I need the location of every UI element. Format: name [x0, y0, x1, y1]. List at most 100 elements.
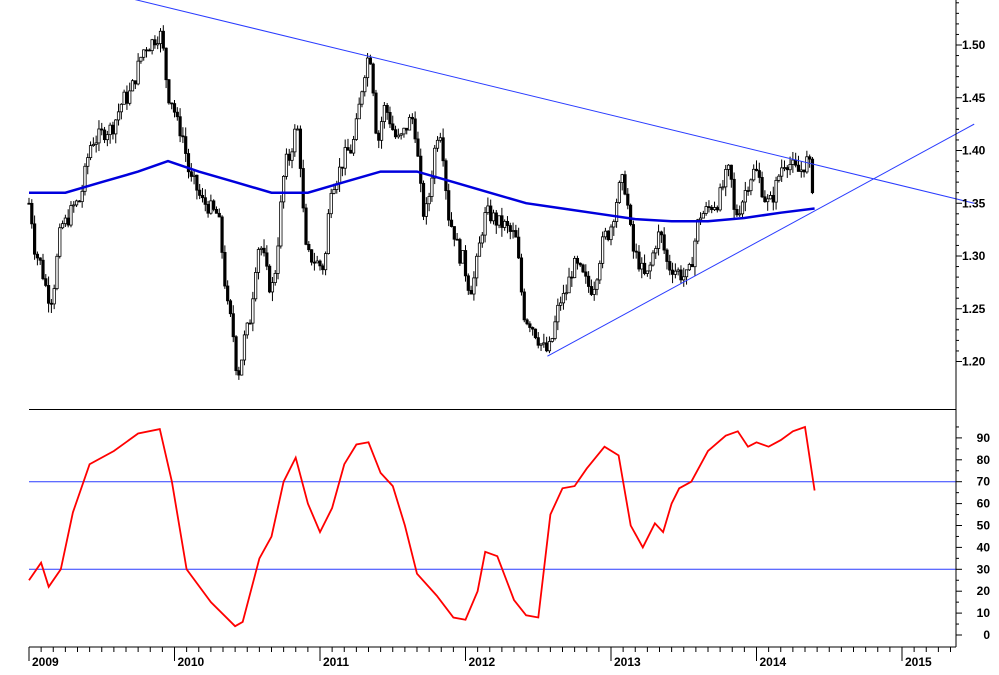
- candle-body: [41, 259, 45, 280]
- oscillator-tick-label: 10: [977, 606, 991, 620]
- candle-body: [791, 159, 795, 165]
- candle-body: [620, 174, 624, 183]
- oscillator-axis: 0 10 20 30 40 50 60 70 80 90: [956, 426, 991, 642]
- candle-body: [393, 129, 398, 138]
- candle-body: [777, 175, 781, 181]
- price-tick-label: 1.25: [962, 302, 986, 316]
- candle-body: [433, 147, 437, 179]
- candle-body: [240, 359, 244, 376]
- candle-body: [573, 257, 577, 279]
- candle-body: [186, 153, 191, 173]
- candle-body: [377, 132, 381, 141]
- candle-body: [648, 264, 652, 272]
- candle-body: [553, 321, 557, 339]
- candle-body: [704, 206, 708, 214]
- candle-body: [119, 103, 123, 113]
- candle-body: [170, 102, 174, 105]
- candle-body: [189, 171, 193, 177]
- candle-body: [49, 302, 53, 305]
- candle-body: [46, 285, 51, 304]
- candle-body: [754, 168, 759, 171]
- candle-body: [262, 247, 266, 254]
- candle-body: [220, 216, 224, 253]
- candle-body: [645, 270, 649, 274]
- candle-body: [726, 164, 731, 170]
- candle-body: [601, 236, 605, 264]
- year-tick-label: 2009: [32, 655, 59, 669]
- candle-body: [136, 60, 140, 85]
- candle-body: [318, 260, 322, 267]
- candle-body: [156, 43, 160, 46]
- candle-body: [662, 234, 666, 251]
- candle-body: [273, 273, 277, 283]
- candle-body: [214, 209, 219, 214]
- candle-body: [679, 269, 683, 281]
- candle-body: [200, 194, 205, 199]
- oscillator-reference-lines: [29, 481, 956, 570]
- candle-body: [307, 243, 311, 251]
- candle-body: [209, 200, 213, 214]
- candle-body: [785, 167, 789, 171]
- price-tick-label: 1.20: [962, 355, 986, 369]
- candle-body: [637, 251, 641, 270]
- candle-body: [738, 213, 742, 216]
- candle-body: [312, 261, 317, 264]
- candle-body: [276, 245, 280, 274]
- candle-body: [321, 265, 325, 271]
- candle-body: [561, 293, 566, 304]
- candle-body: [128, 90, 132, 104]
- candle-body: [60, 223, 65, 229]
- candle-body: [466, 275, 470, 291]
- candle-body: [497, 215, 501, 226]
- candle-body: [192, 174, 196, 177]
- candle-body: [298, 128, 303, 169]
- candle-body: [757, 170, 761, 178]
- candle-body: [251, 298, 255, 324]
- candle-body: [83, 165, 87, 192]
- candle-body: [35, 253, 39, 259]
- candle-body: [805, 156, 809, 173]
- candle-body: [74, 200, 79, 206]
- trendline-1: [134, 0, 975, 204]
- candle-body: [743, 190, 747, 203]
- candle-body: [525, 319, 529, 325]
- candle-body: [463, 250, 468, 277]
- candle-body: [668, 261, 672, 271]
- candle-body: [242, 334, 247, 361]
- candle-body: [587, 275, 591, 287]
- candle-body: [693, 240, 697, 268]
- candle-body: [707, 206, 711, 208]
- oscillator-tick-label: 0: [983, 628, 990, 642]
- candle-body: [749, 179, 753, 192]
- candle-body: [710, 206, 714, 211]
- candle-body: [413, 118, 417, 140]
- candle-body: [69, 205, 73, 226]
- candle-body: [396, 134, 400, 138]
- candle-body: [763, 196, 767, 203]
- candle-body: [427, 196, 431, 205]
- candle-body: [614, 202, 619, 222]
- candle-body: [715, 207, 719, 211]
- candle-body: [175, 111, 179, 118]
- candle-body: [735, 209, 739, 216]
- candle-body: [752, 168, 756, 181]
- candle-body: [469, 289, 473, 295]
- candle-body: [88, 145, 93, 159]
- candle-body: [508, 225, 512, 232]
- candle-body: [198, 189, 202, 196]
- candle-body: [374, 92, 378, 134]
- candle-body: [363, 77, 367, 93]
- price-tick-label: 1.30: [962, 249, 986, 263]
- oscillator-tick-label: 20: [977, 584, 991, 598]
- candle-body: [102, 129, 107, 141]
- candle-body: [284, 153, 289, 177]
- candle-body: [461, 250, 465, 264]
- candle-body: [547, 341, 552, 352]
- oscillator-tick-label: 70: [977, 475, 991, 489]
- candle-body: [472, 277, 476, 295]
- candle-body: [698, 217, 703, 221]
- candle-body: [97, 128, 101, 144]
- price-axis: 1.20 1.25 1.30 1.35 1.40 1.45 1.50: [956, 2, 986, 369]
- candle-body: [617, 182, 621, 203]
- candle-body: [139, 56, 143, 62]
